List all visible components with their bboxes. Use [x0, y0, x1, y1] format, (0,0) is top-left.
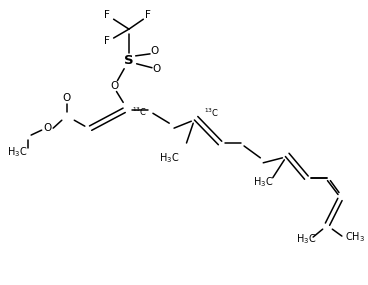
- Text: F: F: [104, 36, 110, 46]
- Text: O: O: [110, 81, 119, 91]
- Text: H$_3$C: H$_3$C: [253, 175, 273, 188]
- Text: F: F: [145, 10, 151, 20]
- Text: O: O: [153, 64, 161, 74]
- Text: O: O: [63, 93, 71, 103]
- Text: $^{13}$C: $^{13}$C: [132, 106, 147, 119]
- Text: $^{13}$C: $^{13}$C: [204, 107, 219, 119]
- Text: S: S: [124, 54, 134, 67]
- Text: F: F: [104, 10, 110, 20]
- Text: H$_3$C: H$_3$C: [159, 151, 180, 165]
- Text: O: O: [151, 46, 159, 56]
- Text: H$_3$C: H$_3$C: [7, 145, 27, 159]
- Text: CH$_3$: CH$_3$: [345, 230, 365, 244]
- Text: H$_3$C: H$_3$C: [296, 232, 316, 246]
- Text: O: O: [43, 123, 52, 133]
